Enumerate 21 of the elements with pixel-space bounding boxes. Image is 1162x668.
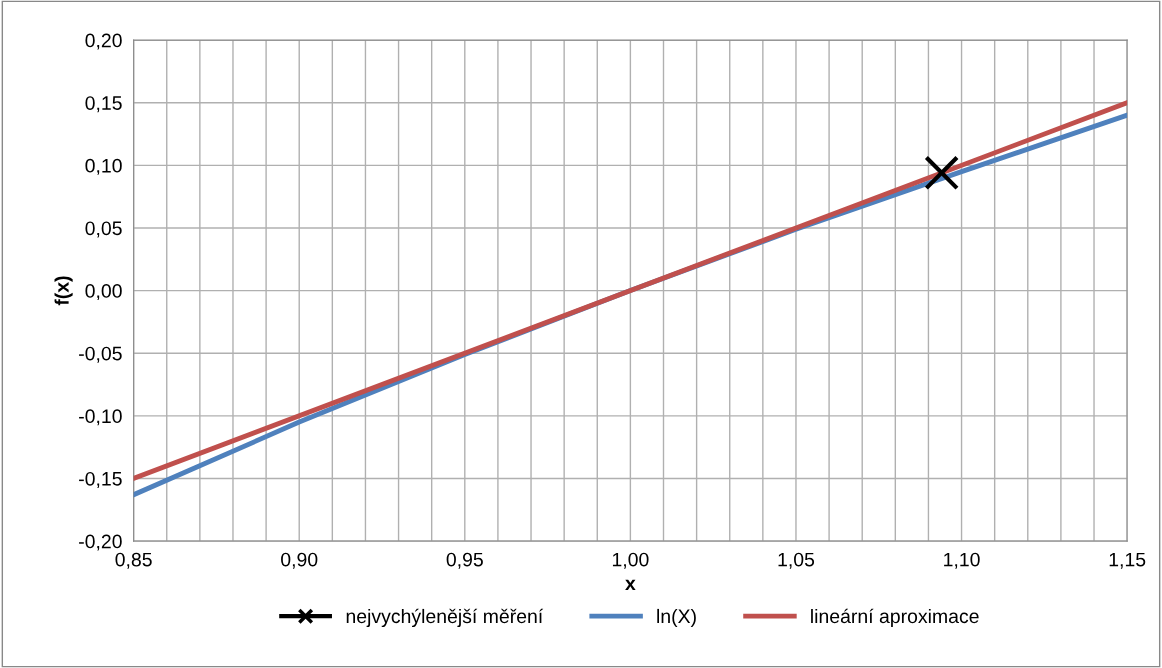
y-axis-title: f(x) — [54, 276, 73, 306]
x-tick-label: 1,10 — [944, 552, 980, 569]
y-tick-label: 0,05 — [85, 221, 122, 238]
legend-label: lineární aproximace — [811, 608, 979, 628]
x-tick-label: 1,05 — [778, 552, 815, 569]
x-tick-label: 0,95 — [446, 552, 483, 569]
y-tick-label: -0,20 — [79, 534, 122, 551]
x-tick-label: 0,85 — [115, 552, 152, 569]
y-tick-label: 0,00 — [85, 284, 122, 301]
x-tick-label: 1,15 — [1109, 552, 1146, 569]
x-tick-label: 1,00 — [612, 552, 649, 569]
y-tick-label: -0,10 — [79, 409, 122, 426]
y-tick-label: -0,05 — [79, 346, 122, 363]
y-tick-label: 0,10 — [85, 158, 122, 175]
legend-label: ln(X) — [657, 608, 696, 628]
y-tick-label: 0,15 — [85, 96, 122, 113]
x-axis-title: x — [625, 579, 636, 590]
legend-label: nejvychýlenější měření — [346, 608, 544, 628]
x-tick-label: 0,90 — [281, 552, 318, 569]
y-tick-label: 0,20 — [85, 33, 122, 50]
y-tick-label: -0,15 — [79, 471, 122, 488]
